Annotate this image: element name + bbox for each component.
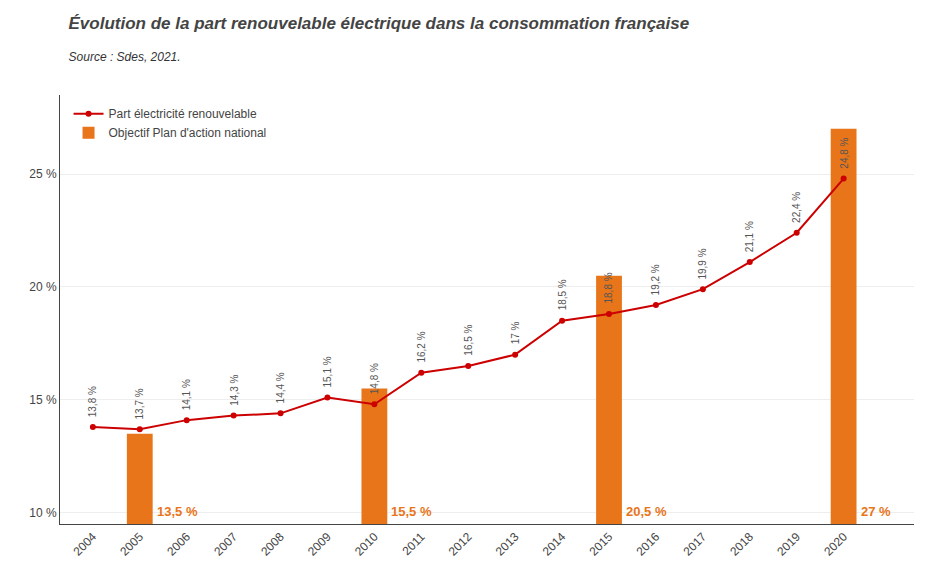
svg-text:24,8 %: 24,8 %	[839, 137, 850, 168]
svg-text:2016: 2016	[634, 530, 663, 559]
svg-text:2020: 2020	[821, 530, 850, 559]
svg-text:2007: 2007	[211, 530, 240, 559]
svg-text:2009: 2009	[305, 530, 334, 559]
svg-text:17 %: 17 %	[510, 321, 521, 344]
svg-text:2011: 2011	[400, 530, 428, 558]
svg-text:14,8 %: 14,8 %	[369, 363, 380, 394]
svg-text:19,2 %: 19,2 %	[650, 264, 661, 295]
svg-text:Part électricité renouvelable: Part électricité renouvelable	[109, 107, 257, 121]
svg-text:14,3 %: 14,3 %	[229, 374, 240, 405]
svg-text:2013: 2013	[493, 530, 522, 559]
svg-text:13,5 %: 13,5 %	[157, 504, 198, 519]
svg-text:Évolution de la part renouvela: Évolution de la part renouvelable électr…	[69, 14, 690, 33]
svg-text:2012: 2012	[446, 530, 475, 559]
svg-text:15,5 %: 15,5 %	[391, 504, 432, 519]
svg-text:2005: 2005	[117, 530, 146, 559]
svg-text:13,8 %: 13,8 %	[87, 386, 98, 417]
svg-text:16,5 %: 16,5 %	[463, 324, 474, 355]
svg-text:25 %: 25 %	[29, 167, 57, 181]
svg-text:2017: 2017	[680, 530, 709, 559]
svg-text:2006: 2006	[164, 530, 193, 559]
svg-text:2008: 2008	[258, 530, 287, 559]
svg-text:2004: 2004	[70, 530, 99, 559]
svg-text:14,1 %: 14,1 %	[181, 379, 192, 410]
svg-text:16,2 %: 16,2 %	[416, 331, 427, 362]
svg-text:Objectif Plan d'action nationa: Objectif Plan d'action national	[109, 126, 267, 140]
svg-text:13,7 %: 13,7 %	[134, 388, 145, 419]
svg-text:15 %: 15 %	[29, 393, 57, 407]
svg-text:19,9 %: 19,9 %	[697, 248, 708, 279]
svg-text:22,4 %: 22,4 %	[791, 192, 802, 223]
svg-text:2015: 2015	[587, 530, 616, 559]
svg-text:Source : Sdes, 2021.: Source : Sdes, 2021.	[69, 50, 181, 64]
svg-text:27 %: 27 %	[861, 504, 891, 519]
svg-text:2014: 2014	[540, 530, 569, 559]
svg-text:20 %: 20 %	[29, 280, 57, 294]
svg-text:10 %: 10 %	[29, 506, 57, 520]
svg-text:2010: 2010	[352, 530, 381, 559]
svg-text:14,4 %: 14,4 %	[275, 372, 286, 403]
svg-text:18,5 %: 18,5 %	[557, 279, 568, 310]
svg-text:2018: 2018	[727, 530, 756, 559]
svg-text:2019: 2019	[774, 530, 803, 559]
svg-text:21,1 %: 21,1 %	[744, 221, 755, 252]
svg-text:20,5 %: 20,5 %	[626, 504, 667, 519]
svg-text:15,1 %: 15,1 %	[322, 356, 333, 387]
svg-text:18,8 %: 18,8 %	[603, 272, 614, 303]
